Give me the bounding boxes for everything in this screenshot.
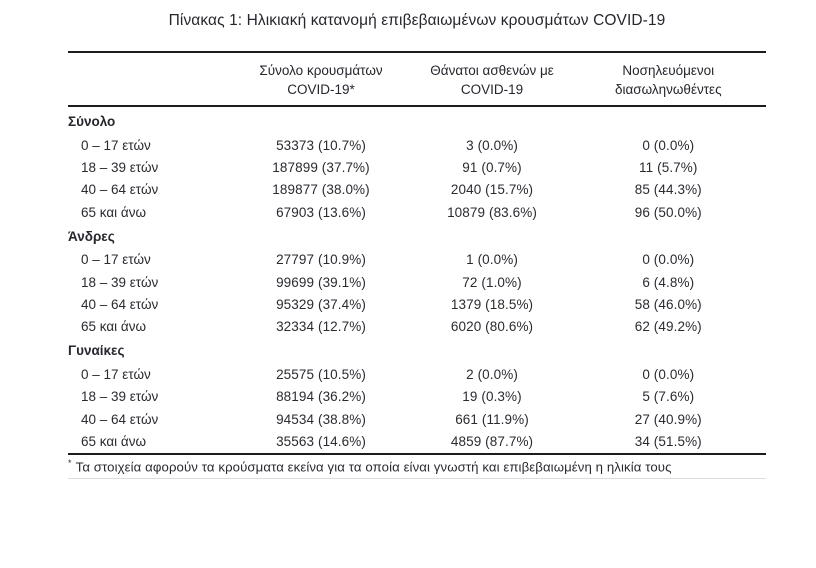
column-header-deaths-line1: Θάνατοι ασθενών με <box>430 63 554 78</box>
table-row: 40 – 64 ετών 95329 (37.4%) 1379 (18.5%) 58 … <box>68 293 766 315</box>
intubated-value: 62 (49.2%) <box>634 319 702 335</box>
deaths-value: 6020 (80.6%) <box>450 319 534 335</box>
header-rule <box>68 105 766 107</box>
column-header-intubated-line2: διασωληνωθέντες <box>614 82 722 97</box>
intubated-value: 6 (4.8%) <box>642 274 695 290</box>
table-row: 65 και άνω 35563 (14.6%) 4859 (87.7%) 34 (5… <box>68 430 766 452</box>
section-header-row: Γυναίκες <box>68 338 766 363</box>
table-header-row: Σύνολο κρουσμάτων COVID-19* Θάνατοι ασθε… <box>68 53 766 105</box>
table-row: 18 – 39 ετών 99699 (39.1%) 72 (1.0%) 6 (4.8… <box>68 271 766 293</box>
cases-value: 25575 (10.5%) <box>276 366 366 382</box>
age-label: 40 – 64 ετών <box>81 411 159 427</box>
deaths-value: 2040 (15.7%) <box>450 182 534 198</box>
age-label: 18 – 39 ετών <box>81 274 159 290</box>
covid-age-distribution-table: Πίνακας 1: Ηλικιακή κατανομή επιβεβαιωμέ… <box>68 0 766 480</box>
intubated-value: 0 (0.0%) <box>642 366 695 382</box>
footer-rule <box>68 452 766 455</box>
table-row: 65 και άνω 32334 (12.7%) 6020 (80.6%) 62 (4… <box>68 316 766 338</box>
age-label: 0 – 17 ετών <box>81 366 151 382</box>
table-row: 0 – 17 ετών 53373 (10.7%) 3 (0.0%) 0 (0.0%) <box>68 134 766 156</box>
footnote: * Τα στοιχεία αφορούν τα κρούσματα εκείνα… <box>68 458 766 474</box>
column-header-intubated: Νοσηλευόμενοι διασωληνωθέντες <box>571 61 766 99</box>
table-row: 40 – 64 ετών 94534 (38.8%) 661 (11.9%) 27 (… <box>68 408 766 430</box>
deaths-value: 1 (0.0%) <box>466 252 518 268</box>
cases-value: 99699 (39.1%) <box>276 274 366 290</box>
column-header-cases-line1: Σύνολο κρουσμάτων <box>259 63 383 78</box>
deaths-value: 10879 (83.6%) <box>447 204 537 220</box>
table-body: Σύνολο 0 – 17 ετών 53373 (10.7%) 3 (0.0%) 0 … <box>68 107 766 453</box>
deaths-value: 3 (0.0%) <box>466 137 518 153</box>
top-rule <box>68 51 766 53</box>
table-title: Πίνακας 1: Ηλικιακή κατανομή επιβεβαιωμέ… <box>168 12 666 29</box>
intubated-value: 0 (0.0%) <box>642 137 695 153</box>
column-header-cases-line2: COVID-19* <box>287 82 355 97</box>
cases-value: 88194 (36.2%) <box>276 389 366 405</box>
cases-value: 32334 (12.7%) <box>276 319 366 335</box>
column-header-cases: Σύνολο κρουσμάτων COVID-19* <box>229 61 414 99</box>
age-label: 65 και άνω <box>81 319 147 335</box>
intubated-value: 58 (46.0%) <box>634 297 702 313</box>
intubated-value: 0 (0.0%) <box>642 252 695 268</box>
age-label: 40 – 64 ετών <box>81 182 159 198</box>
cases-value: 35563 (14.6%) <box>276 433 366 449</box>
age-label: 65 και άνω <box>81 204 147 220</box>
deaths-value: 1379 (18.5%) <box>450 297 534 313</box>
age-label: 0 – 17 ετών <box>81 252 151 268</box>
deaths-value: 661 (11.9%) <box>455 411 529 427</box>
intubated-value: 96 (50.0%) <box>634 204 702 220</box>
deaths-value: 72 (1.0%) <box>462 274 522 290</box>
cases-value: 95329 (37.4%) <box>276 297 366 313</box>
section-label: Σύνολο <box>68 114 116 129</box>
footnote-text: Τα στοιχεία αφορούν τα κρούσματα εκείνα … <box>75 459 672 475</box>
column-header-deaths: Θάνατοι ασθενών με COVID-19 <box>414 61 571 99</box>
table-row: 0 – 17 ετών 27797 (10.9%) 1 (0.0%) 0 (0.0%) <box>68 249 766 271</box>
cases-value: 187899 (37.7%) <box>272 160 370 176</box>
cases-value: 67903 (13.6%) <box>276 204 366 220</box>
intubated-value: 11 (5.7%) <box>639 160 698 176</box>
intubated-value: 34 (51.5%) <box>634 433 702 449</box>
age-label: 65 και άνω <box>81 433 147 449</box>
deaths-value: 91 (0.7%) <box>462 160 522 176</box>
intubated-value: 27 (40.9%) <box>634 411 702 427</box>
age-label: 18 – 39 ετών <box>81 389 159 405</box>
bottom-light-rule <box>68 478 766 480</box>
age-label: 0 – 17 ετών <box>81 137 151 153</box>
footnote-marker: * <box>68 457 72 468</box>
cases-value: 94534 (38.8%) <box>276 411 366 427</box>
age-label: 18 – 39 ετών <box>81 160 159 176</box>
table-row: 18 – 39 ετών 88194 (36.2%) 19 (0.3%) 5 (7.6… <box>68 386 766 408</box>
table-row: 65 και άνω 67903 (13.6%) 10879 (83.6%) 96 (… <box>68 201 766 223</box>
section-label: Άνδρες <box>68 228 115 244</box>
column-header-intubated-line1: Νοσηλευόμενοι <box>622 63 715 78</box>
intubated-value: 5 (7.6%) <box>642 389 695 405</box>
deaths-value: 19 (0.3%) <box>462 389 522 405</box>
table-row: 18 – 39 ετών 187899 (37.7%) 91 (0.7%) 11 (5… <box>68 156 766 178</box>
age-label: 40 – 64 ετών <box>81 297 159 313</box>
deaths-value: 4859 (87.7%) <box>450 433 534 449</box>
section-label: Γυναίκες <box>68 343 125 359</box>
cases-value: 27797 (10.9%) <box>276 252 366 268</box>
section-header-row: Άνδρες <box>68 224 766 249</box>
column-header-deaths-line2: COVID-19 <box>460 82 524 97</box>
intubated-value: 85 (44.3%) <box>634 182 702 198</box>
table-row: 0 – 17 ετών 25575 (10.5%) 2 (0.0%) 0 (0.0%) <box>68 363 766 385</box>
cases-value: 53373 (10.7%) <box>276 137 366 153</box>
deaths-value: 2 (0.0%) <box>466 366 518 382</box>
section-header-row: Σύνολο <box>68 109 766 134</box>
cases-value: 189877 (38.0%) <box>272 182 370 198</box>
table-row: 40 – 64 ετών 189877 (38.0%) 2040 (15.7%) 85… <box>68 179 766 201</box>
